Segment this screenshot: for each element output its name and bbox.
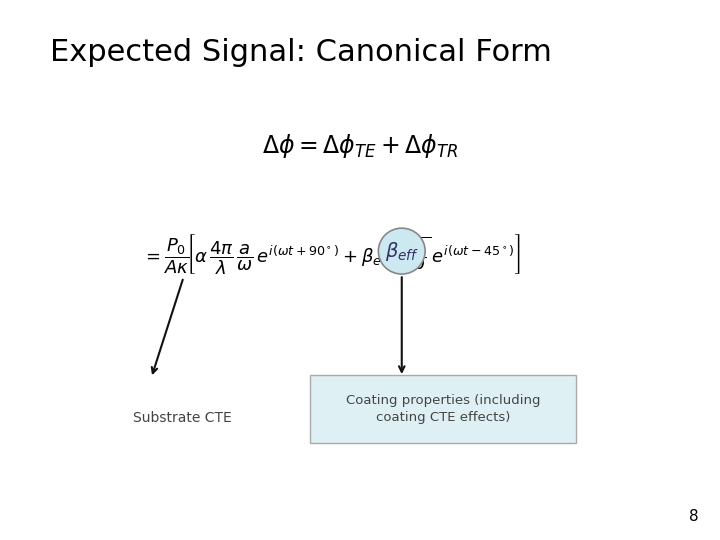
Text: 8: 8 [689,509,698,524]
Text: $\Delta\phi = \Delta\phi_{TE} + \Delta\phi_{TR}$: $\Delta\phi = \Delta\phi_{TE} + \Delta\p… [262,132,458,160]
FancyArrowPatch shape [399,277,405,372]
Text: $= \dfrac{P_0}{A\kappa}\!\left[\alpha\,\dfrac{4\pi}{\lambda}\,\dfrac{a}{\omega}\: $= \dfrac{P_0}{A\kappa}\!\left[\alpha\,\… [142,232,521,276]
Text: Coating properties (including
coating CTE effects): Coating properties (including coating CT… [346,394,540,424]
Ellipse shape [379,228,425,274]
Text: Substrate CTE: Substrate CTE [133,411,232,426]
FancyBboxPatch shape [310,375,576,443]
Text: $\beta_{eff}$: $\beta_{eff}$ [384,240,419,262]
FancyArrowPatch shape [152,280,183,373]
Text: Expected Signal: Canonical Form: Expected Signal: Canonical Form [50,38,552,67]
